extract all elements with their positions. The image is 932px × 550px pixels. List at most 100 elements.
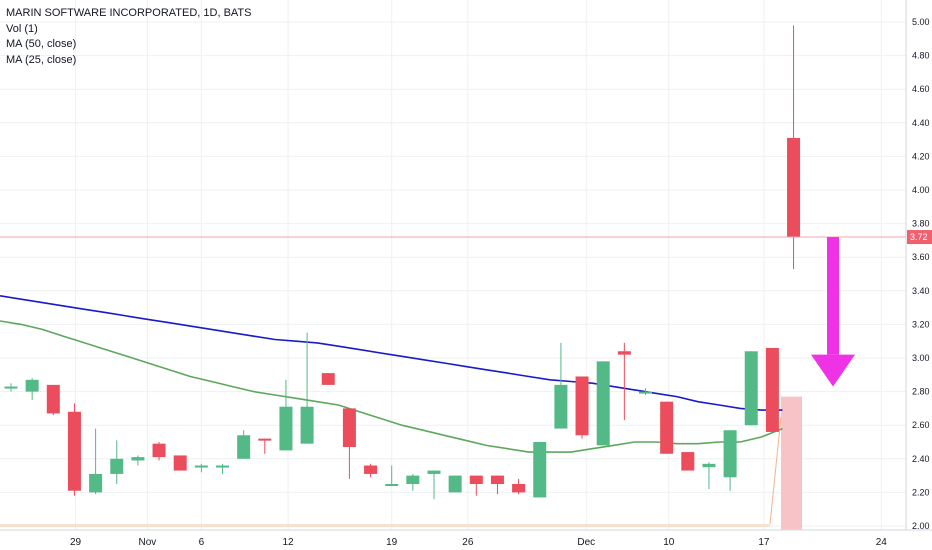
- candle: [237, 430, 251, 459]
- candle: [300, 332, 314, 444]
- candle: [660, 401, 674, 454]
- candle: [723, 430, 737, 491]
- x-tick-label: 29: [70, 537, 82, 548]
- candle: [89, 428, 103, 495]
- time-axis[interactable]: 29 Nov 6 12 19 26 Dec 10 17 24: [0, 529, 932, 548]
- candle-body: [364, 465, 378, 474]
- candle-body: [744, 351, 758, 426]
- price-tag-bg: [907, 230, 932, 245]
- candle: [46, 384, 60, 416]
- x-tick-label: Nov: [139, 537, 157, 548]
- y-tick-label: 2.40: [912, 454, 930, 464]
- y-tick-label: 2.00: [912, 521, 930, 531]
- candle: [385, 465, 399, 486]
- candle-body: [131, 457, 145, 461]
- candle-body: [406, 475, 420, 484]
- candle-body: [46, 384, 60, 414]
- candle: [427, 470, 441, 500]
- candle: [681, 452, 695, 471]
- candle: [342, 408, 356, 479]
- candle-body: [575, 376, 589, 436]
- candle-body: [469, 475, 483, 484]
- legend-ma25[interactable]: MA (25, close): [6, 53, 77, 66]
- legend-ma50[interactable]: MA (50, close): [6, 38, 77, 50]
- candle-body: [67, 411, 81, 491]
- candle: [364, 463, 378, 478]
- candle: [173, 455, 187, 471]
- y-tick-label: 4.40: [912, 118, 930, 128]
- candle: [321, 373, 335, 385]
- candles: [4, 25, 801, 500]
- price-axis[interactable]: 2.00 2.20 2.40 2.60 2.80 3.00 3.20 3.40 3.60 3.80…: [905, 0, 930, 531]
- candle: [617, 342, 631, 421]
- y-tick-label: 4.80: [912, 51, 930, 61]
- arrow-head: [811, 354, 855, 387]
- candle-body: [216, 465, 229, 468]
- candle-body: [448, 475, 462, 493]
- candle-body: [533, 442, 547, 498]
- legend-volume[interactable]: Vol (1): [6, 22, 38, 35]
- candle: [216, 463, 229, 474]
- forecast-box: [769, 396, 802, 530]
- candle-body: [173, 455, 187, 471]
- y-tick-label: 2.80: [912, 387, 930, 397]
- candle-body: [660, 401, 674, 454]
- candle: [131, 455, 145, 466]
- x-tick-label: 19: [386, 537, 398, 548]
- chart-legend: MARIN SOFTWARE INCORPORATED, 1D, BATS Vo…: [6, 6, 251, 68]
- candle: [279, 379, 293, 451]
- candle: [258, 438, 272, 454]
- y-tick-label: 4.60: [912, 84, 930, 94]
- symbol-title[interactable]: MARIN SOFTWARE INCORPORATED, 1D, BATS: [6, 7, 252, 19]
- candle: [67, 403, 81, 496]
- candle-body: [25, 379, 39, 392]
- candle-body: [554, 384, 568, 429]
- y-tick-label: 5.00: [912, 17, 930, 27]
- candle: [702, 462, 716, 490]
- y-tick-label: 3.00: [912, 353, 930, 363]
- candle: [639, 388, 652, 395]
- x-tick-label: Dec: [577, 537, 595, 548]
- x-tick-label: 26: [462, 537, 474, 548]
- volume-band: [0, 524, 770, 527]
- price-tag-label: 3.72: [910, 232, 928, 242]
- candle-body: [300, 406, 314, 444]
- candle-body: [512, 484, 526, 493]
- candle-body: [279, 406, 293, 451]
- y-tick-label: 2.60: [912, 420, 930, 430]
- candle-body: [110, 458, 124, 474]
- x-tick-label: 6: [199, 537, 205, 548]
- candle: [448, 475, 462, 493]
- x-tick-label: 24: [876, 537, 888, 548]
- candle-body: [596, 361, 610, 446]
- candle: [152, 442, 166, 461]
- candle-body: [89, 473, 103, 493]
- candle-body: [490, 475, 504, 484]
- candle-body: [765, 347, 779, 432]
- candle-body: [385, 484, 399, 486]
- candle: [194, 463, 208, 473]
- candle-body: [639, 391, 652, 394]
- candle: [554, 342, 568, 429]
- candle-body: [152, 443, 166, 458]
- candle-body: [702, 463, 716, 468]
- arrow-shaft: [827, 237, 839, 355]
- candle-body: [258, 438, 272, 441]
- candle: [575, 376, 589, 439]
- candle: [4, 383, 18, 392]
- x-tick-label: 10: [663, 537, 675, 548]
- grid: [0, 0, 906, 530]
- candle: [25, 378, 39, 400]
- ma25-line: [0, 320, 783, 453]
- x-tick-label: 12: [283, 537, 295, 548]
- candle-body: [237, 435, 251, 459]
- candle: [490, 475, 504, 495]
- y-tick-label: 4.20: [912, 151, 930, 161]
- last-price-tag: 3.72: [907, 230, 932, 245]
- candle-body: [4, 386, 18, 389]
- forecast-box-rect: [781, 396, 802, 530]
- candle: [533, 442, 547, 498]
- y-tick-label: 2.20: [912, 487, 930, 497]
- candle-body: [617, 351, 631, 355]
